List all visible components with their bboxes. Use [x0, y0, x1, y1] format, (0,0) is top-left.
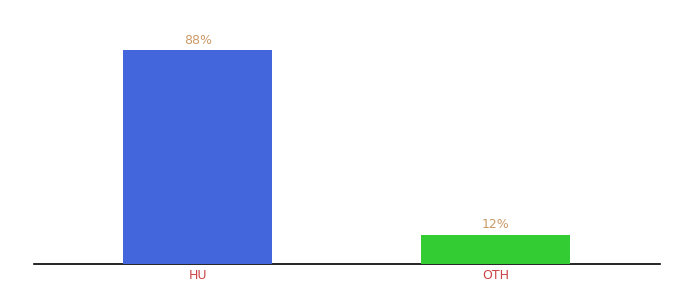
Text: 12%: 12% [482, 218, 509, 231]
Text: 88%: 88% [184, 34, 212, 46]
Bar [422, 235, 571, 264]
Bar [123, 50, 272, 264]
